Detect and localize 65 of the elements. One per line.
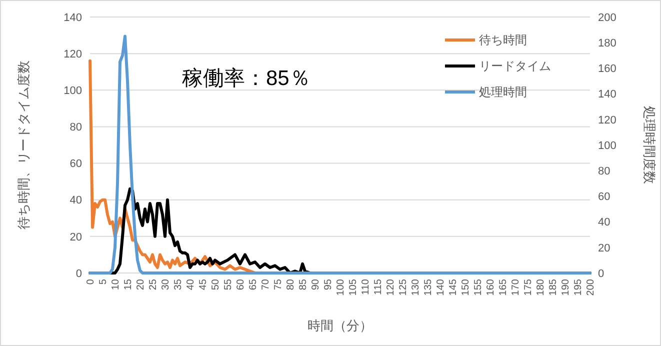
legend-label: リードタイム (479, 59, 551, 74)
x-tick-label: 25 (148, 278, 159, 290)
y-tick-label: 140 (64, 12, 82, 24)
y-tick-label: 100 (64, 84, 82, 97)
x-tick-label: 180 (536, 278, 546, 296)
y2-axis-title: 処理時間度数 (642, 106, 657, 184)
x-tick-label: 170 (510, 278, 522, 296)
x-tick-label: 35 (173, 278, 184, 290)
y-axis-title: 待ち時間、リードタイム度数 (16, 60, 31, 230)
x-tick-label: 45 (198, 278, 209, 290)
x-tick-label: 175 (523, 278, 534, 296)
y2-tick-label: 120 (598, 114, 616, 126)
y2-tick-label: 20 (598, 242, 610, 254)
legend-label: 処理時間 (479, 85, 527, 100)
x-axis-title: 時間（分） (308, 318, 372, 333)
x-tick-label: 185 (548, 278, 559, 296)
x-tick-label: 65 (248, 278, 259, 290)
y-tick-label: 20 (70, 231, 82, 244)
x-tick-label: 120 (386, 278, 396, 296)
y2-tick-label: 180 (598, 37, 616, 50)
x-tick-label: 20 (136, 278, 146, 290)
y2-tick-label: 100 (598, 140, 616, 152)
x-tick-label: 110 (360, 278, 372, 295)
x-tick-label: 145 (448, 278, 459, 296)
x-tick-label: 40 (186, 278, 196, 290)
x-tick-label: 50 (210, 278, 222, 290)
x-tick-label: 115 (373, 278, 384, 295)
x-tick-label: 155 (473, 278, 484, 296)
x-tick-label: 165 (498, 278, 509, 296)
y2-tick-label: 60 (598, 191, 610, 204)
x-tick-label: 70 (260, 278, 272, 290)
x-tick-label: 195 (573, 278, 584, 296)
y2-tick-label: 160 (598, 63, 616, 76)
legend-label: 待ち時間 (479, 33, 527, 48)
x-tick-label: 90 (310, 278, 322, 290)
x-tick-label: 160 (486, 278, 496, 296)
y-tick-label: 60 (70, 158, 82, 170)
y2-tick-label: 140 (598, 88, 616, 101)
x-tick-label: 130 (410, 278, 422, 296)
x-tick-label: 60 (236, 278, 246, 290)
y2-tick-label: 40 (598, 216, 610, 229)
x-tick-label: 125 (398, 278, 409, 296)
y-tick-label: 40 (70, 194, 82, 207)
y2-tick-label: 200 (598, 12, 616, 24)
x-tick-label: 30 (160, 278, 172, 290)
x-tick-label: 0 (86, 278, 96, 285)
x-tick-label: 55 (223, 278, 234, 290)
annotation: 稼働率：85％ (182, 67, 310, 90)
y2-tick-label: 80 (598, 165, 610, 178)
x-tick-label: 10 (110, 278, 122, 290)
x-tick-label: 140 (436, 278, 446, 296)
x-tick-label: 85 (298, 278, 309, 290)
y-tick-label: 120 (64, 48, 82, 60)
x-tick-label: 105 (348, 278, 359, 296)
x-tick-label: 150 (460, 278, 472, 296)
x-tick-label: 200 (586, 278, 596, 296)
y-tick-label: 80 (70, 122, 82, 134)
x-tick-label: 75 (273, 278, 284, 290)
x-tick-label: 135 (423, 278, 434, 296)
x-tick-label: 95 (323, 278, 334, 290)
x-tick-label: 5 (98, 278, 109, 285)
x-tick-label: 80 (286, 278, 296, 290)
x-tick-label: 15 (123, 278, 134, 290)
x-tick-label: 100 (336, 278, 346, 296)
x-tick-label: 190 (560, 278, 572, 296)
